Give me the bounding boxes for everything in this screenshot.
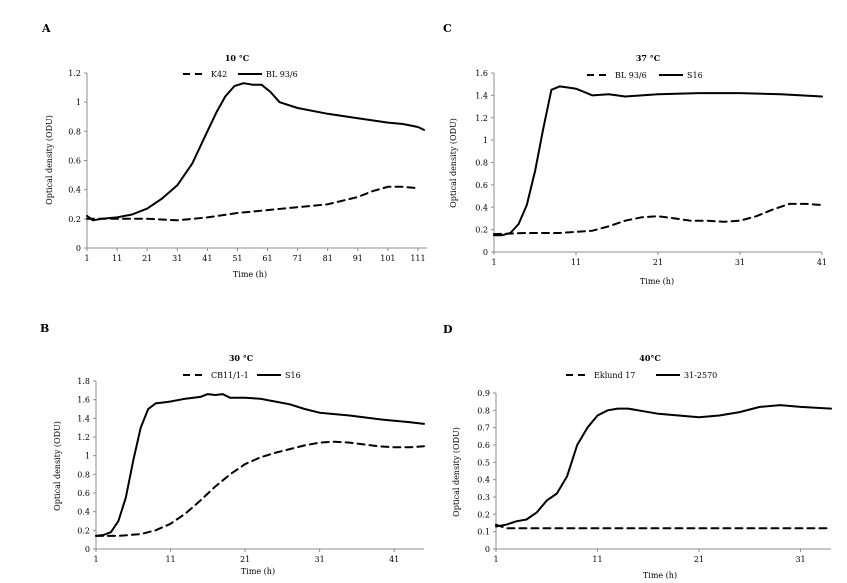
- panel-letter: B: [40, 322, 49, 335]
- y-tick-label: 0: [485, 545, 490, 554]
- legend-label: BL 93/6: [615, 71, 647, 80]
- chart-title: 40°C: [639, 353, 661, 363]
- y-tick-label: 1: [76, 98, 81, 107]
- y-tick-label: 1.4: [77, 414, 90, 423]
- y-tick-label: 0.9: [477, 389, 490, 398]
- y-tick-label: 0: [85, 545, 90, 554]
- x-tick-label: 31: [172, 254, 182, 263]
- x-axis-label: Time (h): [643, 571, 677, 580]
- x-tick-label: 21: [240, 555, 250, 564]
- x-axis-label: Time (h): [241, 567, 275, 576]
- series-line-dashed: [493, 202, 823, 236]
- x-tick-label: 1: [493, 555, 498, 564]
- y-tick-label: 0.8: [477, 406, 490, 415]
- x-axis-label: Time (h): [640, 277, 674, 286]
- x-tick-label: 31: [315, 555, 325, 564]
- y-tick-label: 1.2: [68, 69, 81, 78]
- chart-panel-b: B30 °C00.20.40.60.811.21.41.61.81 11 21 31 4…: [40, 322, 425, 576]
- y-tick-label: 0: [483, 248, 488, 257]
- x-tick-label: 71: [293, 254, 303, 263]
- x-tick-label: 1: [491, 258, 496, 267]
- x-tick-label: 1: [93, 555, 98, 564]
- y-tick-label: 0.4: [68, 186, 81, 195]
- x-tick-label: 21: [694, 555, 704, 564]
- series-line-solid: [493, 85, 823, 237]
- y-tick-label: 0.2: [77, 526, 90, 535]
- y-tick-label: 0.3: [477, 493, 490, 502]
- legend-label: BL 93/6: [266, 70, 298, 79]
- y-axis-label: Optical density (ODU): [45, 115, 54, 205]
- legend-label: S16: [687, 71, 703, 80]
- x-tick-label: 101: [380, 254, 395, 263]
- x-tick-label: 41: [202, 254, 212, 263]
- y-tick-label: 0.6: [77, 489, 90, 498]
- x-tick-label: 31: [735, 258, 745, 267]
- x-tick-label: 61: [262, 254, 272, 263]
- x-tick-label: 51: [232, 254, 242, 263]
- x-tick-label: 41: [817, 258, 827, 267]
- legend-label: 31-2570: [684, 371, 717, 380]
- y-axis-label: Optical density (ODU): [53, 421, 62, 511]
- x-tick-label: 21: [653, 258, 663, 267]
- y-tick-label: 0.4: [77, 508, 90, 517]
- y-tick-label: 0.2: [475, 226, 488, 235]
- legend-label: Eklund 17: [594, 371, 635, 380]
- legend-label: K42: [211, 70, 227, 79]
- series-line-solid: [95, 393, 425, 537]
- chart-title: 10 °C: [225, 53, 249, 63]
- chart-panel-d: D40°C00.10.20.30.40.50.60.70.80.91 11 21 31…: [443, 323, 832, 580]
- x-tick-label: 11: [112, 254, 122, 263]
- x-axis-label: Time (h): [233, 270, 267, 279]
- x-tick-label: 111: [410, 254, 425, 263]
- panel-letter: C: [443, 22, 452, 35]
- chart-title: 30 °C: [229, 353, 253, 363]
- legend-label: CB11/1-1: [211, 371, 249, 380]
- x-tick-label: 11: [165, 555, 175, 564]
- x-tick-label: 1: [84, 254, 89, 263]
- x-tick-label: 41: [389, 555, 399, 564]
- series-line-dashed: [495, 523, 832, 530]
- y-axis-label: Optical density (ODU): [452, 427, 461, 517]
- x-tick-label: 81: [323, 254, 333, 263]
- series-line-dashed: [86, 185, 419, 222]
- y-axis-label: Optical density (ODU): [449, 118, 458, 208]
- x-tick-label: 21: [142, 254, 152, 263]
- x-tick-label: 91: [353, 254, 363, 263]
- y-tick-label: 0: [76, 244, 81, 253]
- y-tick-label: 1.2: [77, 433, 90, 442]
- series-line-solid: [86, 82, 425, 222]
- y-tick-label: 0.5: [477, 458, 490, 467]
- y-tick-label: 0.6: [477, 441, 490, 450]
- y-tick-label: 1.4: [475, 91, 488, 100]
- y-tick-label: 1.2: [475, 114, 488, 123]
- y-tick-label: 0.6: [475, 181, 488, 190]
- y-tick-label: 1.6: [77, 396, 90, 405]
- x-tick-label: 31: [795, 555, 805, 564]
- chart-panel-a: A10 °C00.20.40.60.811.21 11 21 31 41 51 61 71 81…: [41, 22, 427, 279]
- panel-letter: D: [443, 323, 453, 336]
- series-line-solid: [495, 404, 832, 528]
- x-tick-label: 11: [592, 555, 602, 564]
- y-tick-label: 1.8: [77, 377, 90, 386]
- y-tick-label: 0.8: [475, 159, 488, 168]
- legend-label: S16: [285, 371, 301, 380]
- y-tick-label: 0.7: [477, 424, 490, 433]
- panel-letter: A: [41, 22, 51, 35]
- x-tick-label: 11: [571, 258, 581, 267]
- chart-panel-c: C37 °C00.20.40.60.811.21.41.61 11 21 31 41Ti…: [443, 22, 827, 286]
- y-tick-label: 0.8: [68, 127, 81, 136]
- y-tick-label: 1: [483, 136, 488, 145]
- y-tick-label: 0.4: [475, 203, 488, 212]
- y-tick-label: 1.6: [475, 69, 488, 78]
- series-line-dashed: [95, 440, 425, 537]
- y-tick-label: 0.2: [68, 215, 81, 224]
- y-tick-label: 0.2: [477, 510, 490, 519]
- y-tick-label: 0.8: [77, 470, 90, 479]
- y-tick-label: 0.1: [477, 528, 490, 537]
- y-tick-label: 1: [85, 452, 90, 461]
- y-tick-label: 0.6: [68, 157, 81, 166]
- y-tick-label: 0.4: [477, 476, 490, 485]
- chart-title: 37 °C: [636, 53, 660, 63]
